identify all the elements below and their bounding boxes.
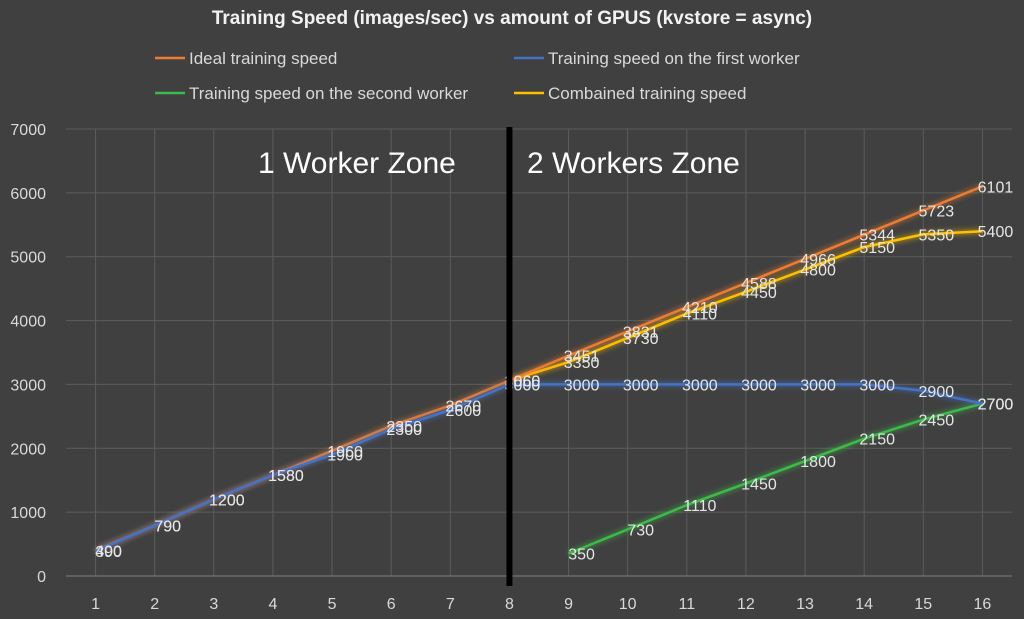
data-label: 790 bbox=[154, 519, 181, 536]
y-tick-label: 7000 bbox=[10, 122, 46, 139]
zone-label-one-worker: 1 Worker Zone bbox=[258, 147, 456, 180]
x-tick-label: 12 bbox=[737, 596, 755, 613]
y-tick-label: 2000 bbox=[10, 441, 46, 458]
x-tick-label: 6 bbox=[387, 596, 396, 613]
data-label: 1450 bbox=[741, 476, 777, 493]
x-tick-label: 5 bbox=[328, 596, 337, 613]
data-label: 1200 bbox=[209, 492, 245, 509]
x-tick-label: 11 bbox=[679, 596, 696, 613]
data-label: 730 bbox=[627, 522, 654, 539]
data-label: 4588 bbox=[741, 276, 777, 293]
data-label: 1200 bbox=[209, 492, 245, 509]
data-label: 4110 bbox=[683, 307, 718, 324]
data-label: 1580 bbox=[268, 468, 304, 485]
data-label: 390 bbox=[95, 544, 122, 561]
data-label: 790 bbox=[154, 519, 181, 536]
data-label: 3451 bbox=[564, 349, 600, 366]
data-label: 3000 bbox=[741, 377, 777, 394]
x-tick-label: 9 bbox=[564, 596, 573, 613]
data-label: 400 bbox=[95, 543, 122, 560]
x-tick-label: 16 bbox=[974, 596, 992, 613]
y-tick-label: 3000 bbox=[10, 377, 46, 394]
data-label: 3730 bbox=[623, 331, 659, 348]
data-label: 3000 bbox=[623, 377, 659, 394]
data-label: 3000 bbox=[800, 377, 836, 394]
data-label: 2350 bbox=[386, 419, 422, 436]
y-tick-label: 4000 bbox=[10, 314, 46, 331]
data-label: 2670 bbox=[446, 399, 482, 416]
data-label: 2700 bbox=[978, 397, 1014, 414]
series-line-3 bbox=[509, 229, 983, 382]
data-label: 3060 bbox=[505, 374, 541, 391]
data-label: 3831 bbox=[623, 324, 659, 341]
data-label: 5723 bbox=[919, 204, 955, 221]
x-tick-label: 10 bbox=[619, 596, 637, 613]
data-labels: 400 790 1200 1580 1960 2350 2670 3060 3451 3831 42… bbox=[95, 179, 1013, 563]
data-label: 3000 bbox=[859, 377, 895, 394]
legend-label-ideal: Ideal training speed bbox=[189, 49, 337, 68]
x-tick-label: 1 bbox=[91, 596, 100, 613]
data-label: 2900 bbox=[919, 384, 955, 401]
data-label: 3000 bbox=[682, 377, 718, 394]
data-label: 5150 bbox=[859, 240, 895, 257]
data-label: 6101 bbox=[978, 179, 1014, 196]
y-tick-label: 6000 bbox=[10, 186, 46, 203]
y-tick-label: 5000 bbox=[10, 250, 46, 267]
series-line-1 bbox=[95, 383, 983, 553]
data-label: 2700 bbox=[978, 397, 1014, 414]
data-label: 2450 bbox=[919, 413, 955, 430]
data-label: 2150 bbox=[859, 432, 895, 449]
x-tick-label: 4 bbox=[268, 596, 277, 613]
data-label: 5344 bbox=[859, 228, 895, 245]
data-label: 4966 bbox=[800, 252, 836, 269]
zone-label-two-workers: 2 Workers Zone bbox=[527, 147, 740, 180]
x-tick-label: 13 bbox=[796, 596, 814, 613]
data-label: 5400 bbox=[978, 224, 1014, 241]
y-tick-label: 1000 bbox=[10, 505, 46, 522]
legend: Ideal training speed Training speed on t… bbox=[155, 49, 800, 103]
data-label: 1110 bbox=[683, 498, 716, 515]
series-lines bbox=[95, 185, 983, 555]
x-tick-label: 8 bbox=[505, 596, 514, 613]
data-label: 5350 bbox=[919, 227, 955, 244]
data-label: 4800 bbox=[800, 262, 836, 279]
data-label: 1900 bbox=[327, 448, 363, 465]
y-tick-label: 0 bbox=[37, 569, 46, 586]
data-label: 1580 bbox=[268, 468, 304, 485]
data-label: 2300 bbox=[386, 422, 422, 439]
chart-title: Training Speed (images/sec) vs amount of… bbox=[212, 8, 812, 29]
grid bbox=[66, 128, 1012, 577]
x-tick-label: 15 bbox=[914, 596, 932, 613]
x-tick-label: 2 bbox=[150, 596, 159, 613]
legend-label-second-worker: Training speed on the second worker bbox=[189, 84, 468, 103]
data-label: 1800 bbox=[800, 454, 836, 471]
data-label: 2600 bbox=[446, 403, 482, 420]
x-tick-label: 14 bbox=[855, 596, 873, 613]
data-label: 3350 bbox=[564, 355, 600, 372]
legend-label-first-worker: Training speed on the first worker bbox=[548, 49, 800, 68]
x-tick-label: 7 bbox=[446, 596, 455, 613]
legend-label-combined: Combained training speed bbox=[548, 84, 746, 103]
data-label: 350 bbox=[568, 547, 595, 564]
data-label: 3000 bbox=[564, 377, 600, 394]
data-label: 3000 bbox=[505, 377, 541, 394]
x-tick-label: 3 bbox=[209, 596, 218, 613]
data-label: 3060 bbox=[505, 374, 541, 391]
series-line-2 bbox=[568, 402, 983, 555]
data-label: 4210 bbox=[682, 300, 718, 317]
data-label: 1960 bbox=[327, 444, 363, 461]
data-label: 4450 bbox=[741, 285, 777, 302]
